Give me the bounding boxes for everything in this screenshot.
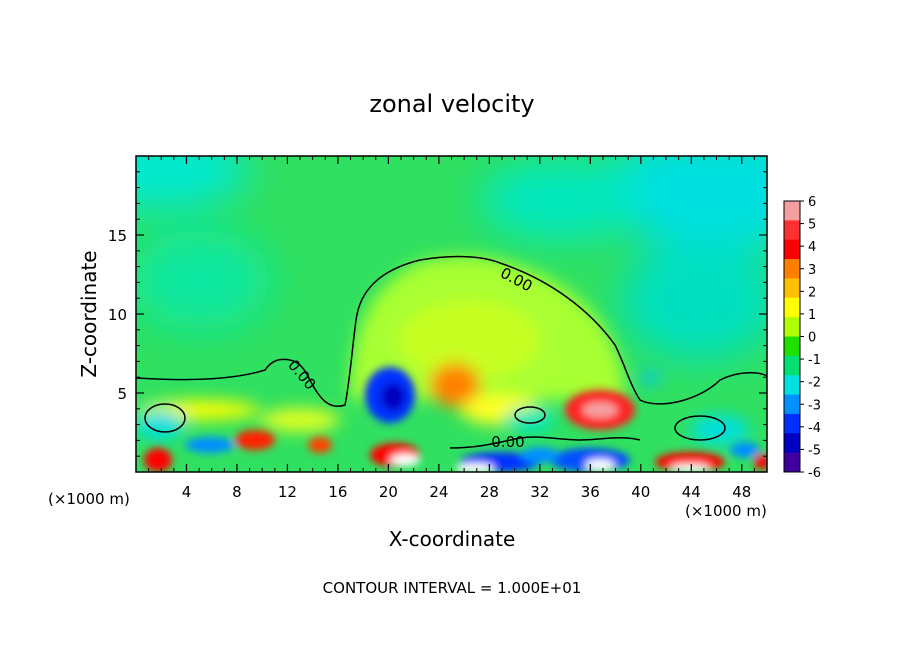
x-tick-label: 12 <box>278 483 297 501</box>
red-blob-14 <box>308 437 332 453</box>
cyan-region-left <box>136 230 270 330</box>
white-blob-21 <box>390 454 420 466</box>
cyan-low-mid <box>505 408 555 432</box>
y-tick-label: 10 <box>108 306 127 324</box>
colorbar-swatch <box>784 317 800 337</box>
colorbar-tick-label: -1 <box>808 353 821 368</box>
cyan-right-spot <box>640 372 660 384</box>
colorbar-tick-label: -2 <box>808 376 821 391</box>
colorbar-swatch <box>784 220 800 241</box>
colorbar-swatch <box>784 355 800 376</box>
yellow-band-mid <box>260 408 340 432</box>
cyan-region-top-middle <box>480 160 640 240</box>
y-tick-label: 5 <box>117 385 127 403</box>
x-tick-label: 28 <box>480 483 499 501</box>
x-tick-label: 44 <box>682 483 701 501</box>
colorbar-tick-label: -5 <box>808 443 821 458</box>
white-blob-28 <box>455 463 495 472</box>
cyan-low-right <box>690 415 750 445</box>
colorbar-tick-label: -4 <box>808 421 821 436</box>
cyan-region-right <box>620 240 767 360</box>
colorbar-tick-label: -6 <box>808 466 821 481</box>
x-tick-label: 8 <box>232 483 242 501</box>
colorbar: 6 5 4 3 2 1 0 -1 -2 -3 -4 -5 -6 <box>783 195 821 481</box>
cyan-region-topleft <box>136 156 250 210</box>
colorbar-swatch <box>784 413 800 434</box>
colorbar-tick-label: 2 <box>808 285 816 300</box>
y-axis-label: Z-coordinate <box>77 250 101 377</box>
colorbar-swatch <box>784 278 800 299</box>
contour-loop-mid <box>514 406 546 424</box>
colorbar-tick-label: 1 <box>808 308 816 323</box>
colorbar-swatch <box>784 297 800 318</box>
dome-core <box>400 300 540 380</box>
x-tick-label: 36 <box>581 483 600 501</box>
orange-blob-mid <box>430 363 480 407</box>
red-blob-low-left <box>144 448 172 472</box>
contour-line-low <box>136 255 767 407</box>
colorbar-swatch <box>784 201 800 221</box>
x-tick-label: 4 <box>182 483 192 501</box>
x-unit-left: (×1000 m) <box>48 490 130 508</box>
white-blob-36 <box>582 402 618 418</box>
contour-loop-right <box>674 415 726 441</box>
contour-label-bottom: 0.00 <box>491 433 524 451</box>
x-tick-label: 20 <box>379 483 398 501</box>
colorbar-swatch <box>784 336 800 357</box>
x-tick-label: 40 <box>631 483 650 501</box>
blue-blob-low-right <box>730 442 760 458</box>
contour-line-mid <box>449 436 641 449</box>
colorbar-swatch <box>784 375 800 396</box>
colorbar-swatch <box>784 452 800 473</box>
chart-title: zonal velocity <box>369 90 534 118</box>
contour-loop-left <box>144 403 186 433</box>
colorbar-tick-label: -3 <box>808 398 821 413</box>
x-tick-label: 48 <box>732 483 751 501</box>
x-tick-label: 32 <box>530 483 549 501</box>
x-axis-label: X-coordinate <box>389 527 516 551</box>
heatmap-field <box>136 156 767 472</box>
colorbar-tick-label: 3 <box>808 263 816 278</box>
blue-blob-low-left <box>185 437 235 453</box>
colorbar-tick-label: 4 <box>808 240 816 255</box>
colorbar-tick-label: 5 <box>808 218 816 233</box>
contour-interval-footer: CONTOUR INTERVAL = 1.000E+01 <box>323 579 582 597</box>
x-axis-ticks: 4 8 12 16 20 24 28 32 36 40 44 48 <box>148 156 755 501</box>
y-tick-label: 15 <box>108 227 127 245</box>
x-tick-label: 16 <box>328 483 347 501</box>
cyan-low-left <box>136 410 185 440</box>
blue-blob-20-core <box>381 383 405 411</box>
y-axis-ticks: 5 10 15 <box>108 171 767 457</box>
colorbar-swatch <box>784 259 800 279</box>
red-blob-10 <box>235 430 275 450</box>
white-blob-35 <box>585 459 615 471</box>
colorbar-tick-label: 6 <box>808 195 816 210</box>
cyan-region-top-right <box>600 156 767 250</box>
x-tick-label: 24 <box>429 483 448 501</box>
colorbar-swatch <box>784 394 800 415</box>
colorbar-swatch <box>784 433 800 454</box>
x-unit-right: (×1000 m) <box>685 502 767 520</box>
colorbar-tick-label: 0 <box>808 331 816 346</box>
red-blob-right-edge <box>754 454 767 470</box>
blue-blob-low-mid <box>520 447 560 463</box>
colorbar-swatch <box>784 239 800 260</box>
white-blob-43 <box>670 464 710 472</box>
